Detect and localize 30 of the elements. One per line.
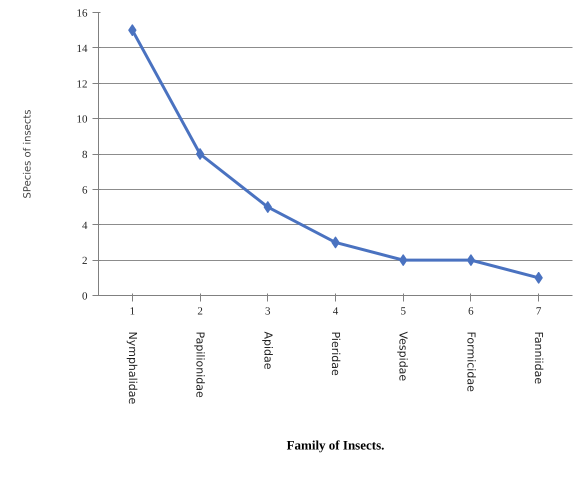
y-tick-label: 16 [76, 8, 88, 20]
text: 4 [332, 306, 339, 318]
point [534, 272, 543, 284]
text: 6 [468, 306, 474, 318]
y-tick-label: 14 [76, 42, 88, 55]
x-tick-label: Formicidae [464, 332, 478, 392]
y-axis-title: SPecies of insects [22, 110, 34, 198]
text: 5 [400, 306, 406, 318]
y-tick-label: 4 [82, 220, 88, 232]
y-tick-label: 0 [82, 290, 88, 302]
text: 3 [265, 306, 272, 318]
point [466, 254, 476, 266]
y-tick-label: 8 [82, 149, 88, 161]
point [196, 148, 204, 160]
point [128, 24, 137, 36]
x-tick-label: Apidae [261, 332, 274, 370]
text: 2 [197, 306, 203, 318]
x-axis-title: Family of Insects. [286, 437, 384, 452]
point [331, 236, 340, 248]
x-tick-label: Nymphalidae [126, 332, 139, 404]
y-tick-label: 2 [82, 255, 88, 268]
x-tick-label: Papilionidae [194, 332, 207, 398]
y-tick-label: 10 [76, 114, 88, 126]
x-tick-label: Fanniidae [532, 332, 546, 384]
text: 7 [536, 306, 542, 318]
text: 1 [130, 306, 136, 318]
x-tick-label: Vespidae [396, 332, 410, 382]
y-tick-label: 6 [82, 184, 88, 196]
x-tick-label: Pieridae [329, 332, 342, 376]
y-tick-label: 12 [76, 78, 88, 90]
